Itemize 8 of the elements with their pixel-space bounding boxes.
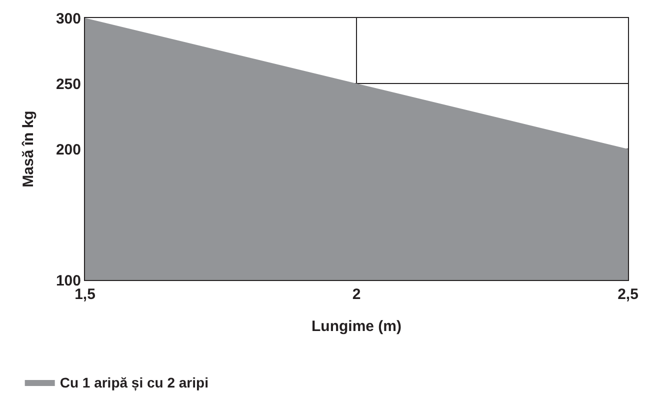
y-tick-label: 200 xyxy=(56,141,81,158)
y-tick-label: 250 xyxy=(56,76,81,93)
y-axis-title: Masă în kg xyxy=(20,110,38,188)
x-tick-label: 2 xyxy=(352,286,361,303)
y-tick-label: 300 xyxy=(56,10,81,28)
legend-label: Cu 1 aripă și cu 2 aripi xyxy=(60,374,208,392)
x-axis-title: Lungime (m) xyxy=(312,318,402,335)
x-tick-label: 2,5 xyxy=(618,286,638,303)
